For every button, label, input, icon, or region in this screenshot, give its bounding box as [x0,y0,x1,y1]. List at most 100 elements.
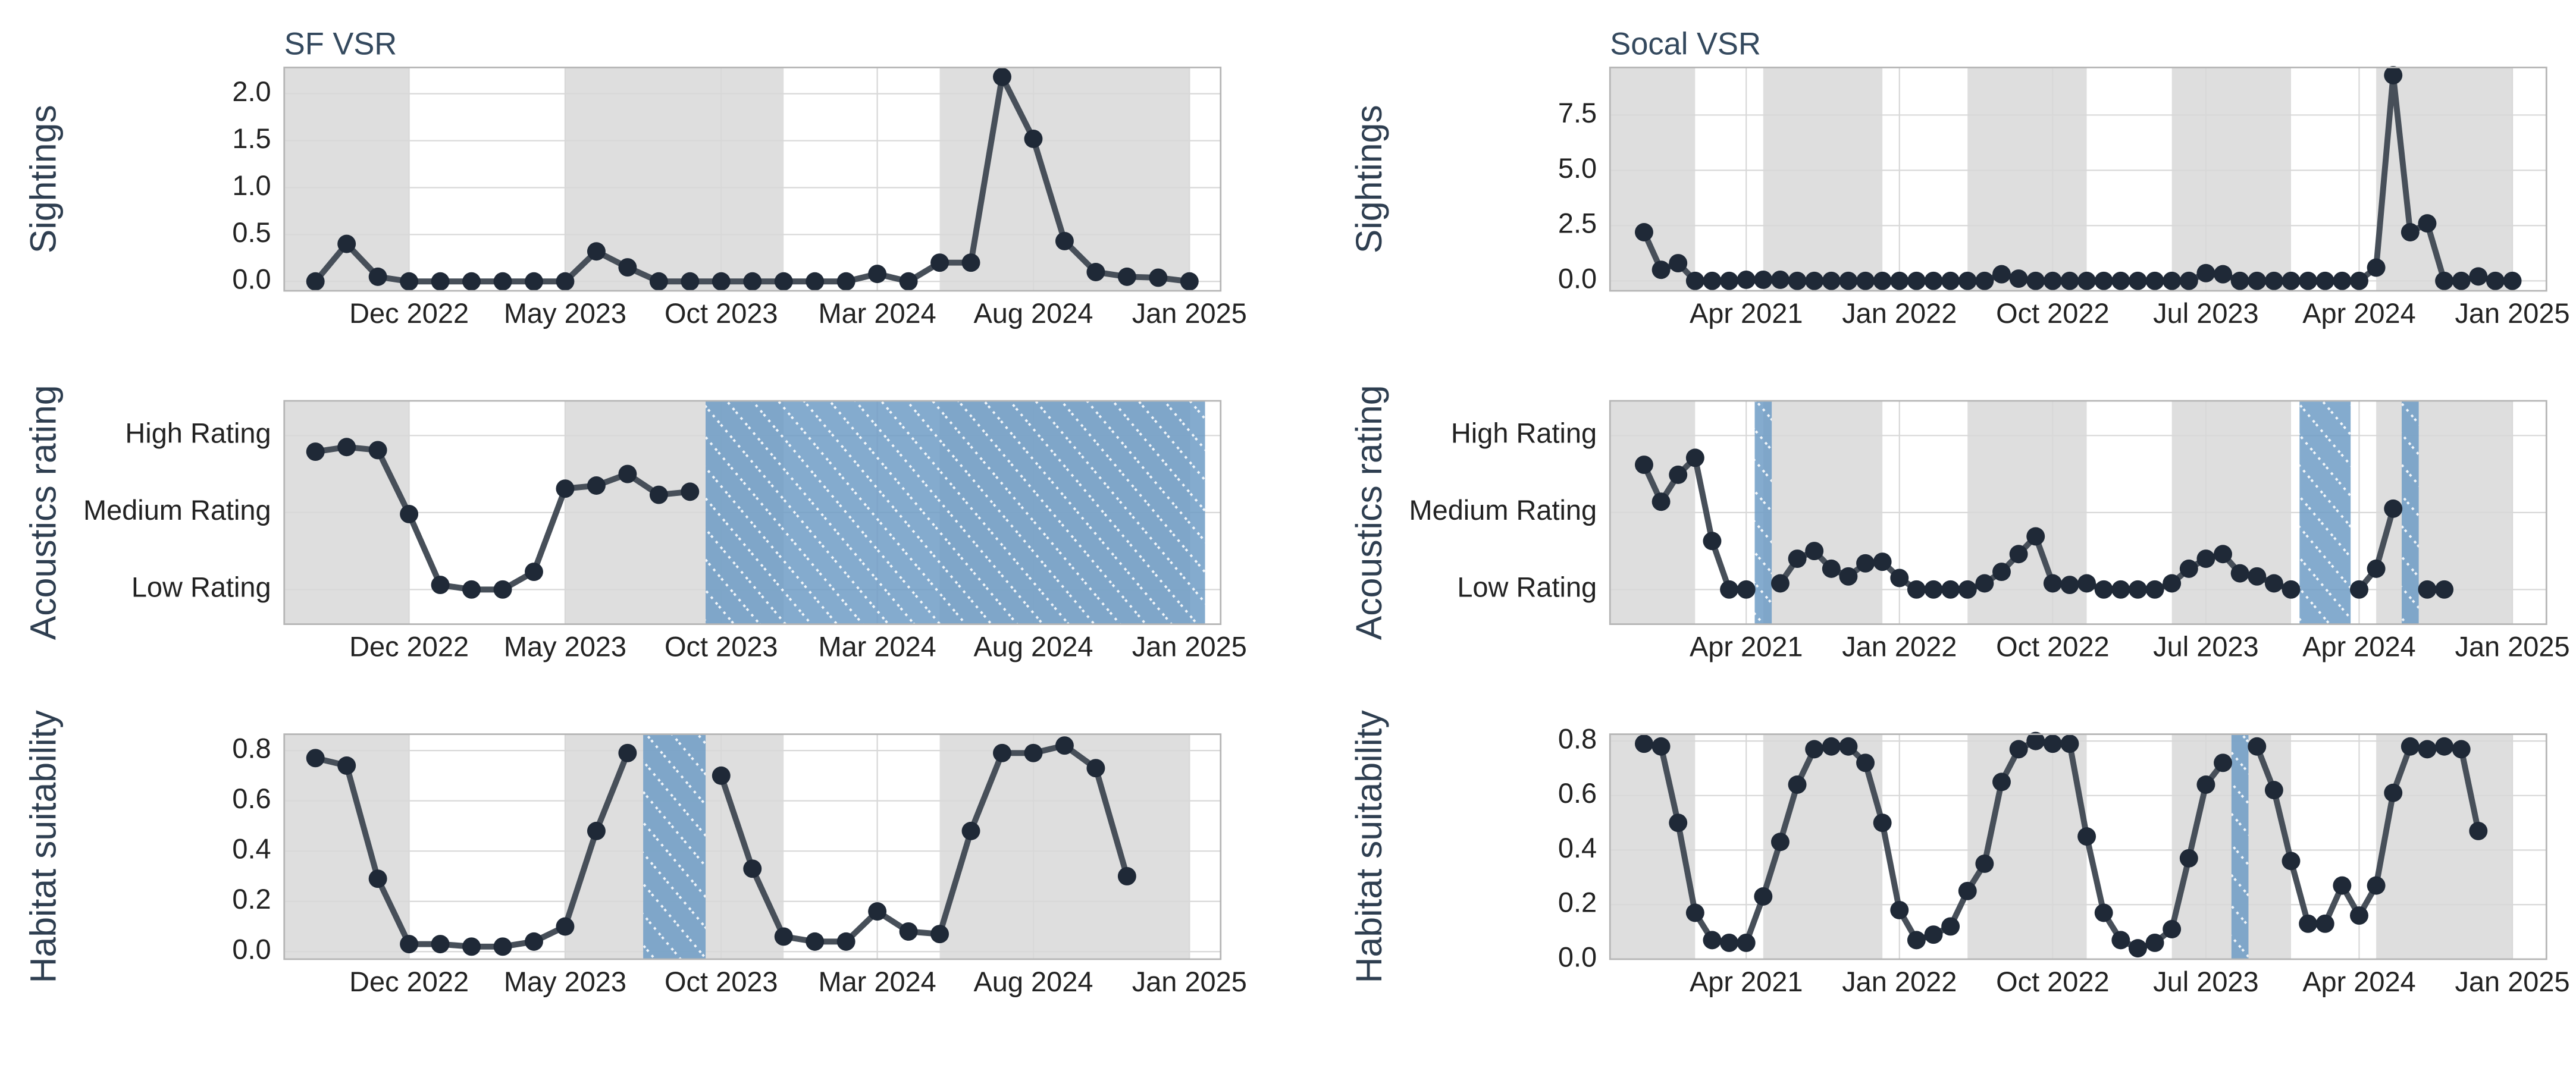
data-point [431,272,450,291]
data-point [1839,737,1858,756]
x-tick-label: Oct 2023 [665,298,778,329]
data-point [1788,775,1807,794]
data-point [1788,271,1807,290]
data-point [1873,552,1892,571]
data-point [2128,939,2147,958]
y-tick-label: 0.8 [232,733,271,764]
data-point [961,821,980,840]
data-point [1149,268,1168,287]
data-point [2060,734,2079,753]
data-point [1958,881,1977,900]
data-point [2196,775,2215,794]
x-tick-label: Jan 2025 [2455,298,2569,329]
season-band [2376,734,2513,959]
y-tick-label: 2.0 [232,76,271,107]
data-point [2315,914,2334,933]
data-point [525,563,543,582]
season-band [1967,67,2087,291]
y-tick-label: Low Rating [131,572,271,603]
data-point [1024,129,1043,148]
data-point [1941,917,1960,936]
x-tick-label: Jan 2025 [1132,631,1247,662]
data-point [2418,214,2437,233]
data-point [337,234,356,253]
data-point [1055,231,1074,250]
data-point [2384,499,2403,518]
data-point [1024,743,1043,762]
data-point [587,821,606,840]
x-tick-label: Mar 2024 [818,966,936,997]
data-point [930,253,949,272]
y-tick-label: 0.6 [232,783,271,814]
data-point [525,932,543,951]
x-tick-label: Apr 2024 [2302,298,2416,329]
data-point [2111,271,2130,290]
data-point [868,902,887,921]
season-band [1763,67,1883,291]
data-point [306,272,325,291]
x-tick-label: Jan 2025 [1132,966,1247,997]
data-point [618,743,637,762]
data-point [1770,270,1790,289]
x-tick-label: Apr 2024 [2302,966,2416,997]
data-point [1822,737,1841,756]
data-point [1890,569,1909,588]
data-point [993,67,1011,86]
y-tick-label: 1.0 [232,170,271,201]
data-point [1805,542,1824,561]
data-point [2111,580,2130,599]
data-point [1685,448,1704,467]
data-point [1958,271,1977,290]
data-point [1907,580,1926,599]
x-tick-label: Jan 2022 [1842,298,1957,329]
x-tick-label: Jan 2025 [2455,966,2569,997]
data-point [556,917,575,936]
data-point [681,482,700,501]
data-point [2282,271,2301,290]
data-point [2264,574,2283,593]
data-point [1720,580,1739,599]
data-point [1975,271,1994,290]
y-tick-label: 0.0 [1558,941,1597,972]
x-tick-label: Jan 2022 [1842,966,1957,997]
panel: 0.0 0.2 0.4 0.6 0.8 Dec 2022 May 2023 Oct 2023 M… [23,710,1247,997]
data-point [1086,759,1105,778]
data-point [618,464,637,483]
data-point [836,932,855,951]
data-point [2282,852,2301,871]
missing-hatch [706,401,1205,624]
x-tick-label: Apr 2021 [1690,631,1803,662]
data-point [1703,532,1722,551]
data-point [2418,580,2437,599]
data-point [2367,876,2386,895]
data-point [1975,574,1994,593]
x-tick-label: Dec 2022 [349,298,469,329]
y-tick-label: 0.0 [1558,263,1597,294]
season-band [284,67,409,291]
data-point [1992,563,2011,582]
x-tick-label: Aug 2024 [973,631,1093,662]
y-tick-label: 0.0 [232,264,271,295]
data-point [1924,925,1943,944]
data-point [1805,740,1824,759]
data-point [431,935,450,954]
x-tick-label: Oct 2022 [1996,966,2109,997]
data-point [431,576,450,595]
data-point [681,272,700,291]
missing-hatch [2299,401,2351,624]
data-point [2333,876,2352,895]
x-tick-label: Apr 2021 [1690,966,1803,997]
data-point [2128,271,2147,290]
missing-hatch [643,734,706,959]
axes-frame [1609,67,2547,292]
data-point [2128,580,2147,599]
y-tick-label: 0.5 [232,217,271,248]
data-point [1924,580,1943,599]
data-point [306,749,325,768]
x-tick-label: Oct 2023 [665,631,778,662]
data-point [2214,265,2232,284]
data-point [2043,574,2062,593]
data-point [1890,271,1909,290]
chart-title: SF VSR [284,27,397,61]
